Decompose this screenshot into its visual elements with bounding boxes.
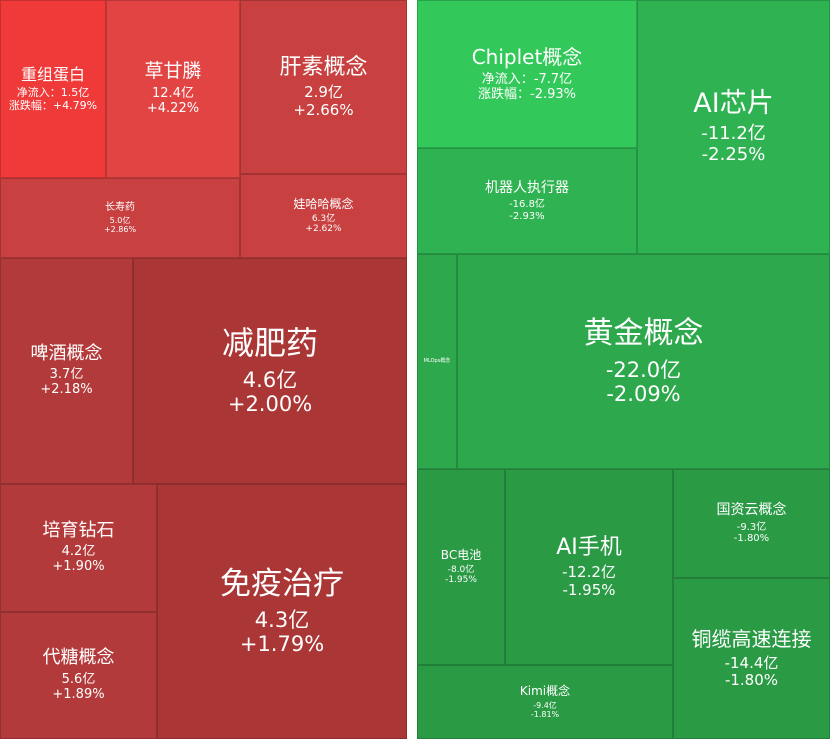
tile-inflow: 3.7亿 bbox=[49, 367, 84, 383]
tile-name: 铜缆高速连接 bbox=[691, 626, 812, 651]
losers-treemap: Chiplet概念 净流入：-7.7亿 涨跌幅：-2.93% AI芯片 -11.… bbox=[417, 0, 830, 739]
treemap-tile[interactable]: AI芯片 -11.2亿 -2.25% bbox=[637, 0, 830, 254]
tile-inflow: 4.2亿 bbox=[61, 544, 96, 560]
tile-inflow: 5.6亿 bbox=[61, 671, 96, 687]
tile-name: 代糖概念 bbox=[42, 647, 115, 669]
tile-inflow: 净流入：1.5亿 bbox=[16, 86, 90, 100]
tile-inflow: 2.9亿 bbox=[304, 83, 343, 102]
tile-change: -1.81% bbox=[530, 709, 560, 719]
tile-inflow: 5.0亿 bbox=[109, 215, 131, 225]
tile-inflow: -11.2亿 bbox=[701, 123, 766, 145]
treemap-tile[interactable]: 娃哈哈概念 6.3亿 +2.62% bbox=[240, 174, 407, 258]
tile-inflow: 4.6亿 bbox=[242, 368, 298, 393]
tile-name: Chiplet概念 bbox=[471, 44, 583, 69]
tile-change: +2.66% bbox=[293, 100, 354, 119]
tile-name: 啤酒概念 bbox=[30, 342, 103, 364]
tile-change: -2.25% bbox=[701, 144, 766, 166]
change-value: -2.93% bbox=[530, 86, 576, 102]
tile-change: +1.79% bbox=[239, 632, 325, 657]
tile-name: Kimi概念 bbox=[519, 683, 571, 698]
change-value: +4.79% bbox=[52, 98, 98, 112]
treemap-tile[interactable]: 机器人执行器 -16.8亿 -2.93% bbox=[417, 148, 637, 254]
tile-name: BC电池 bbox=[440, 547, 482, 562]
tile-name: 机器人执行器 bbox=[485, 179, 569, 196]
tile-change: +2.18% bbox=[40, 382, 93, 398]
tile-change: +2.62% bbox=[305, 223, 342, 234]
treemap-tile[interactable]: 铜缆高速连接 -14.4亿 -1.80% bbox=[673, 578, 830, 739]
tile-change: -1.80% bbox=[724, 671, 779, 689]
treemap-tile[interactable]: 国资云概念 -9.3亿 -1.80% bbox=[673, 469, 830, 578]
tile-name: 重组蛋白 bbox=[20, 64, 85, 84]
tile-change: +2.00% bbox=[227, 392, 313, 417]
gainers-treemap: 重组蛋白 净流入：1.5亿 涨跌幅：+4.79% 草甘膦 12.4亿 +4.22… bbox=[0, 0, 407, 739]
tile-name: 培育钻石 bbox=[42, 519, 115, 541]
tile-inflow: -14.4亿 bbox=[724, 653, 779, 672]
treemap-tile[interactable]: 减肥药 4.6亿 +2.00% bbox=[133, 258, 407, 484]
tile-inflow: -8.0亿 bbox=[447, 564, 475, 575]
tile-inflow: 4.3亿 bbox=[254, 608, 310, 633]
inflow-value: 1.5亿 bbox=[60, 86, 90, 100]
tile-inflow: -12.2亿 bbox=[562, 563, 616, 582]
tile-change: +2.86% bbox=[103, 224, 137, 234]
tile-change: +4.22% bbox=[146, 100, 200, 116]
change-label: 涨跌幅： bbox=[477, 86, 530, 102]
treemap-tile[interactable]: 黄金概念 -22.0亿 -2.09% bbox=[457, 254, 830, 469]
tile-inflow: 净流入：-7.7亿 bbox=[481, 71, 573, 88]
treemap-tile[interactable]: 重组蛋白 净流入：1.5亿 涨跌幅：+4.79% bbox=[0, 0, 106, 178]
tile-name: 免疫治疗 bbox=[220, 565, 344, 602]
tile-name: AI手机 bbox=[556, 535, 622, 561]
tile-change: +1.89% bbox=[52, 686, 105, 702]
tile-name: 长寿药 bbox=[105, 202, 135, 214]
tile-name: MLOps概念 bbox=[423, 357, 451, 364]
treemap-tile[interactable]: 培育钻石 4.2亿 +1.90% bbox=[0, 484, 157, 612]
tile-name: 肝素概念 bbox=[279, 55, 368, 81]
treemap-tile[interactable]: MLOps概念 bbox=[417, 254, 457, 469]
tile-inflow: -16.8亿 bbox=[509, 199, 545, 211]
tile-change: 涨跌幅：+4.79% bbox=[8, 98, 98, 113]
tile-name: 草甘膦 bbox=[144, 60, 202, 83]
tile-change: 涨跌幅：-2.93% bbox=[477, 86, 576, 103]
tile-change: -1.80% bbox=[733, 533, 770, 545]
tile-inflow: -9.3亿 bbox=[736, 521, 767, 533]
tile-change: -2.09% bbox=[606, 381, 681, 406]
treemap-tile[interactable]: 肝素概念 2.9亿 +2.66% bbox=[240, 0, 407, 174]
inflow-label: 净流入： bbox=[481, 71, 534, 87]
tile-name: AI芯片 bbox=[693, 88, 774, 120]
treemap-tile[interactable]: 免疫治疗 4.3亿 +1.79% bbox=[157, 484, 407, 739]
treemap-tile[interactable]: 草甘膦 12.4亿 +4.22% bbox=[106, 0, 240, 178]
tile-inflow: 6.3亿 bbox=[311, 213, 336, 224]
tile-inflow: 12.4亿 bbox=[152, 85, 194, 101]
inflow-value: -7.7亿 bbox=[533, 71, 573, 87]
tile-name: 黄金概念 bbox=[583, 316, 704, 352]
treemap-tile[interactable]: 长寿药 5.0亿 +2.86% bbox=[0, 178, 240, 258]
treemap-tile[interactable]: Chiplet概念 净流入：-7.7亿 涨跌幅：-2.93% bbox=[417, 0, 637, 148]
tile-inflow: -9.4亿 bbox=[533, 700, 557, 710]
inflow-label: 净流入： bbox=[16, 86, 61, 100]
tile-change: -1.95% bbox=[445, 574, 477, 585]
tile-change: -2.93% bbox=[509, 210, 545, 222]
tile-name: 娃哈哈概念 bbox=[293, 196, 354, 211]
tile-change: +1.90% bbox=[52, 559, 105, 575]
treemap-tile[interactable]: 代糖概念 5.6亿 +1.89% bbox=[0, 612, 157, 739]
treemap-tile[interactable]: 啤酒概念 3.7亿 +2.18% bbox=[0, 258, 133, 484]
treemap-tile[interactable]: BC电池 -8.0亿 -1.95% bbox=[417, 469, 505, 665]
tile-name: 减肥药 bbox=[221, 324, 318, 363]
tile-inflow: -22.0亿 bbox=[605, 357, 682, 382]
treemap-tile[interactable]: AI手机 -12.2亿 -1.95% bbox=[505, 469, 673, 665]
treemap-tile[interactable]: Kimi概念 -9.4亿 -1.81% bbox=[417, 665, 673, 739]
tile-change: -1.95% bbox=[562, 580, 616, 599]
tile-name: 国资云概念 bbox=[716, 502, 787, 519]
change-label: 涨跌幅： bbox=[8, 98, 53, 112]
